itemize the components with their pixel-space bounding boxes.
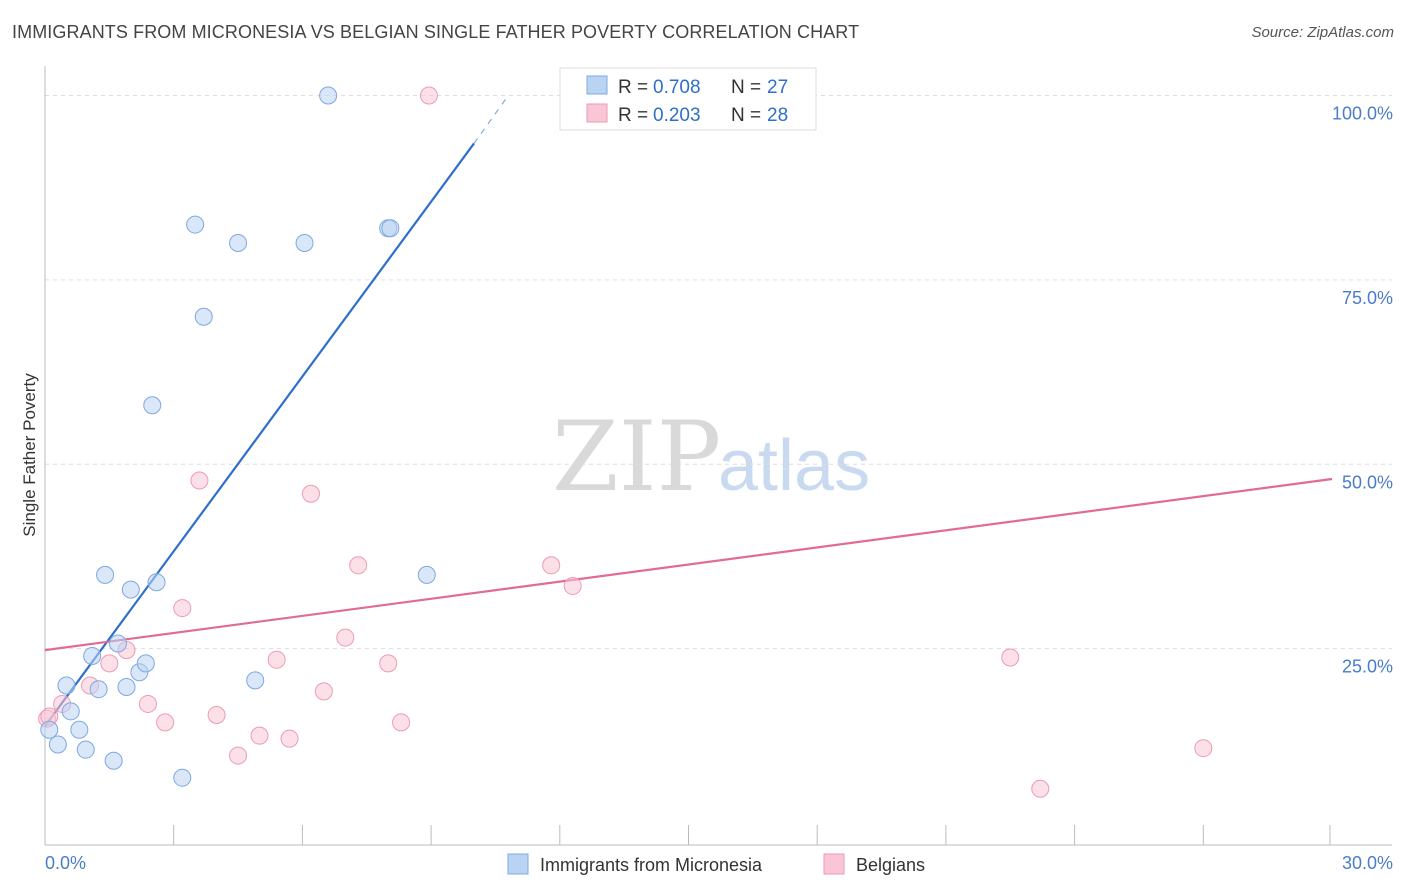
legend-swatch-pink: [586, 103, 608, 123]
series-legend: Immigrants from Micronesia Belgians: [507, 853, 925, 875]
belgians-point-6: [156, 713, 175, 732]
belgians-point-15: [314, 682, 333, 701]
micronesia-point-0: [40, 720, 59, 739]
trend-lines: [44, 95, 1333, 727]
micronesia-point-9: [104, 751, 123, 770]
legend-r-value-pink: 0.203: [653, 105, 701, 126]
micronesia-point-11: [117, 677, 136, 696]
legend-n-label-blue: N =: [731, 77, 761, 98]
micronesia-point-7: [89, 680, 108, 699]
micronesia-point-8: [96, 565, 115, 584]
x-tick-label-0: 0.0%: [45, 853, 86, 873]
belgians-point-12: [267, 650, 286, 669]
micronesia-point-21: [246, 671, 265, 690]
micronesia-point-20: [229, 234, 248, 252]
y-tick-label-2: 75.0%: [1342, 288, 1393, 308]
micronesia-point-26: [417, 565, 436, 584]
belgians-point-20: [419, 86, 438, 105]
y-tick-label-3: 100.0%: [1332, 104, 1393, 124]
chart-title: IMMIGRANTS FROM MICRONESIA VS BELGIAN SI…: [12, 22, 860, 42]
watermark-atlas: atlas: [718, 426, 870, 506]
belgians-point-11: [250, 726, 269, 745]
belgians-point-10: [229, 746, 248, 765]
micronesia-point-17: [173, 768, 192, 787]
gridlines: [45, 95, 1392, 650]
belgians-point-21: [542, 556, 561, 575]
micronesia-point-19: [194, 307, 213, 326]
legend-swatch-blue: [586, 75, 608, 95]
y-axis-label: Single Father Poverty: [20, 373, 39, 537]
micronesia-point-16: [147, 573, 166, 592]
belgians-point-14: [301, 484, 320, 503]
series-label-micronesia: Immigrants from Micronesia: [540, 855, 763, 875]
micronesia-point-12: [121, 580, 140, 599]
legend-r-label-blue: R =: [618, 77, 648, 98]
legend-r-value-blue: 0.708: [653, 77, 701, 98]
belgians-point-3: [100, 654, 119, 673]
axes: 25.0% 50.0% 75.0% 100.0% 0.0% 30.0%: [44, 66, 1393, 873]
correlation-legend: R = 0.708 N = 27 R = 0.203 N = 28: [559, 67, 817, 131]
belgians-point-25: [1031, 779, 1050, 798]
micronesia-point-6: [83, 647, 102, 665]
micronesia-point-3: [61, 702, 80, 721]
belgians-point-13: [280, 729, 299, 748]
micronesia-point-4: [70, 720, 89, 739]
micronesia-point-15: [143, 396, 162, 415]
trend-line-belgians: [44, 477, 1333, 652]
belgians-point-9: [207, 706, 226, 724]
belgians-point-17: [349, 556, 368, 575]
micronesia-point-2: [57, 676, 76, 695]
belgians-point-5: [138, 694, 157, 713]
trend-line-micronesia: [44, 142, 475, 727]
micronesia-point-5: [76, 740, 95, 759]
micronesia-point-18: [186, 215, 205, 234]
belgians-point-24: [1001, 648, 1020, 667]
micronesia-point-25: [381, 219, 400, 238]
legend-r-label-pink: R =: [618, 105, 648, 126]
y-tick-label-0: 25.0%: [1342, 657, 1393, 677]
legend-n-value-blue: 27: [767, 77, 788, 98]
source-credit: Source: ZipAtlas.com: [1251, 24, 1394, 41]
x-tick-label-1: 30.0%: [1342, 853, 1393, 873]
belgians-point-19: [392, 713, 411, 732]
micronesia-point-22: [295, 234, 314, 252]
belgians-point-26: [1194, 739, 1213, 758]
belgians-point-8: [190, 471, 209, 490]
belgians-point-16: [336, 628, 355, 647]
belgians-point-7: [173, 599, 192, 618]
micronesia-point-1: [48, 735, 67, 754]
micronesia-point-10: [108, 634, 127, 653]
belgians-point-22: [563, 576, 582, 595]
micronesia-point-23: [319, 86, 338, 105]
legend-n-label-pink: N =: [731, 105, 761, 126]
micronesia-point-14: [136, 654, 155, 673]
series-label-belgians: Belgians: [856, 855, 925, 875]
watermark-zip: ZIP: [552, 401, 721, 513]
belgians-point-18: [379, 654, 398, 673]
series-swatch-micronesia: [507, 853, 529, 875]
trend-line-micronesia-extension: [473, 95, 509, 144]
y-tick-label-1: 50.0%: [1342, 472, 1393, 492]
series-swatch-belgians: [823, 853, 845, 875]
legend-n-value-pink: 28: [767, 105, 788, 126]
